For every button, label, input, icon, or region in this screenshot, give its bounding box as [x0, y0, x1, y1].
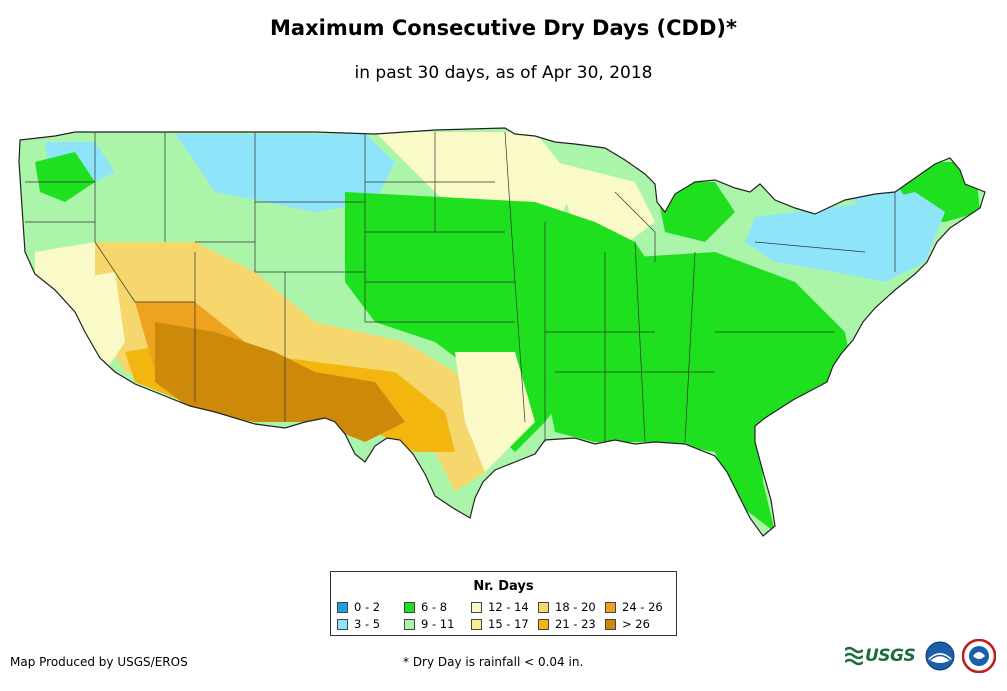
- legend-swatch: [605, 618, 616, 630]
- legend-item: 6 - 8: [404, 600, 471, 614]
- legend-label: 15 - 17: [488, 617, 529, 631]
- us-cdd-map: [18, 127, 986, 537]
- legend-item: 12 - 14: [471, 600, 538, 614]
- usgs-logo-text: USGS: [865, 646, 916, 666]
- usgs-waves-icon: [845, 646, 863, 666]
- legend-swatch: [605, 601, 616, 613]
- legend-swatch: [471, 618, 482, 630]
- legend-swatch: [404, 601, 415, 613]
- legend-label: 21 - 23: [555, 617, 596, 631]
- legend: Nr. Days 0 - 2 6 - 8 12 - 14 18 - 20 24 - 26…: [330, 571, 677, 636]
- legend-label: > 26: [622, 617, 650, 631]
- legend-item: 18 - 20: [538, 600, 605, 614]
- legend-label: 18 - 20: [555, 600, 596, 614]
- legend-item: 24 - 26: [605, 600, 672, 614]
- legend-title: Nr. Days: [473, 579, 534, 594]
- legend-label: 6 - 8: [421, 600, 448, 614]
- footnote-text: * Dry Day is rainfall < 0.04 in.: [403, 655, 584, 669]
- legend-item: > 26: [605, 617, 672, 631]
- legend-swatch: [471, 601, 482, 613]
- legend-item: 15 - 17: [471, 617, 538, 631]
- legend-item: 0 - 2: [337, 600, 404, 614]
- legend-label: 24 - 26: [622, 600, 663, 614]
- map-subtitle: in past 30 days, as of Apr 30, 2018: [354, 63, 653, 83]
- noaa-logo-icon: [925, 641, 955, 671]
- legend-label: 9 - 11: [421, 617, 455, 631]
- usgs-logo: USGS: [845, 643, 917, 669]
- legend-label: 3 - 5: [354, 617, 381, 631]
- legend-item: 9 - 11: [404, 617, 471, 631]
- legend-item: 3 - 5: [337, 617, 404, 631]
- legend-swatch: [337, 601, 348, 613]
- state-boundaries: [25, 131, 896, 443]
- legend-swatch: [337, 618, 348, 630]
- legend-item: 21 - 23: [538, 617, 605, 631]
- legend-swatch: [404, 618, 415, 630]
- legend-swatch: [538, 601, 549, 613]
- map-title: Maximum Consecutive Dry Days (CDD)*: [270, 16, 737, 40]
- credit-text: Map Produced by USGS/EROS: [10, 655, 188, 669]
- legend-label: 0 - 2: [354, 600, 381, 614]
- us-outline: [18, 127, 986, 537]
- nws-logo-icon: [962, 639, 996, 673]
- legend-label: 12 - 14: [488, 600, 529, 614]
- legend-swatch: [538, 618, 549, 630]
- legend-items: 0 - 2 6 - 8 12 - 14 18 - 20 24 - 26 3 - 5 9 - …: [337, 600, 672, 631]
